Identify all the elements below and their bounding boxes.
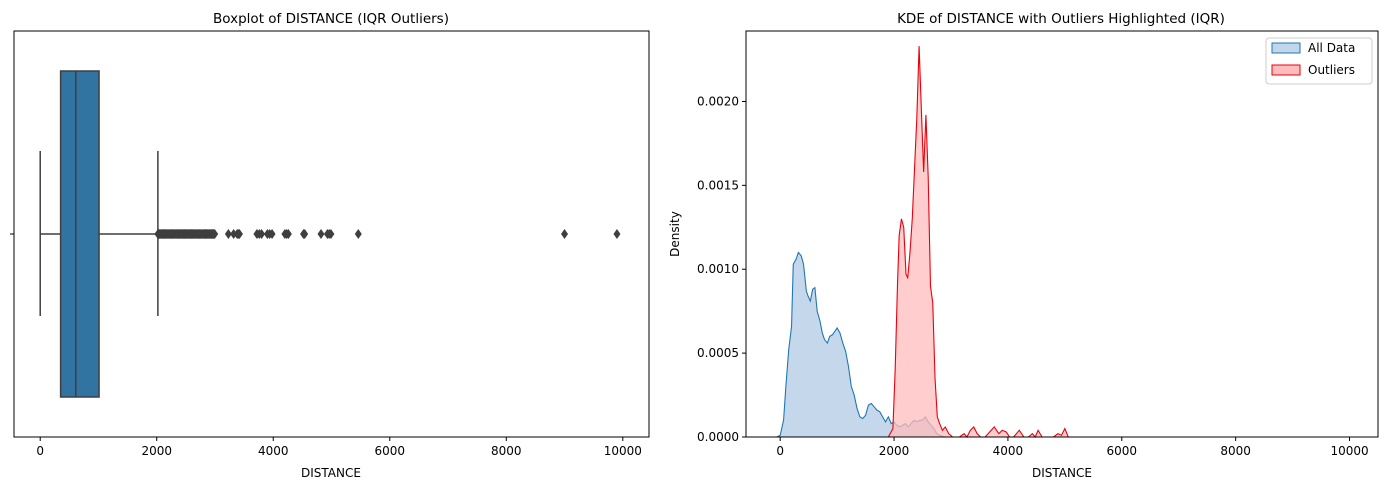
boxplot-title: Boxplot of DISTANCE (IQR Outliers) [213, 11, 449, 27]
x-tick-label: 4000 [993, 444, 1024, 458]
iqr-box [59, 70, 100, 398]
kde-title: KDE of DISTANCE with Outliers Highlighte… [897, 11, 1225, 27]
kde-x-ticks: 0 2000 4000 6000 8000 10000 [776, 437, 1369, 458]
outlier-marker [561, 229, 569, 239]
legend-label-all-data: All Data [1308, 41, 1355, 55]
outlier-marker [301, 229, 309, 239]
x-tick-label: 10000 [604, 444, 642, 458]
x-tick-label: 0 [776, 444, 784, 458]
outlier-marker [284, 229, 292, 239]
outlier-marker [327, 229, 335, 239]
kde-axes-frame [745, 30, 1379, 438]
x-tick-label: 0 [36, 444, 44, 458]
outlier-marker [224, 229, 232, 239]
y-tick-label: 0.0005 [697, 346, 739, 360]
legend-swatch-all-data [1271, 42, 1301, 54]
y-tick-label: 0.0020 [697, 94, 739, 108]
x-tick-label: 8000 [491, 444, 522, 458]
x-tick-label: 10000 [1330, 444, 1368, 458]
x-tick-label: 6000 [1107, 444, 1138, 458]
outlier-marker [235, 229, 243, 239]
x-tick-label: 8000 [1220, 444, 1251, 458]
kde-area-all-data [776, 252, 1350, 437]
boxplot-panel: Boxplot of DISTANCE (IQR Outliers) 0 2000… [10, 11, 650, 480]
boxplot-plot-area [39, 70, 621, 398]
kde-plot-area [776, 46, 1350, 439]
outlier-marker [613, 229, 621, 239]
legend-swatch-outliers [1271, 64, 1301, 76]
x-tick-label: 6000 [374, 444, 405, 458]
legend-label-outliers: Outliers [1308, 63, 1355, 77]
outlier-marker [268, 229, 276, 239]
kde-y-ticks: 0.0000 0.0005 0.0010 0.0015 0.0020 [697, 94, 746, 444]
x-tick-label: 2000 [141, 444, 172, 458]
boxplot-axes-frame [13, 30, 650, 438]
boxplot-x-axis-label: DISTANCE [301, 466, 361, 480]
kde-legend: All Data Outliers [1265, 37, 1373, 85]
x-tick-label: 2000 [879, 444, 910, 458]
outlier-marker [317, 229, 325, 239]
x-tick-label: 4000 [258, 444, 289, 458]
y-tick-label: 0.0000 [697, 430, 739, 444]
boxplot-x-ticks: 0 2000 4000 6000 8000 10000 [36, 437, 642, 458]
outlier-marker [211, 229, 219, 239]
outlier-marker [354, 229, 362, 239]
kde-area-outliers [888, 46, 1350, 437]
kde-x-axis-label: DISTANCE [1032, 466, 1092, 480]
outlier-marker [258, 229, 266, 239]
y-tick-label: 0.0015 [697, 178, 739, 192]
kde-line-outliers [887, 46, 1350, 439]
outlier-band [154, 229, 219, 239]
y-tick-label: 0.0010 [697, 262, 739, 276]
kde-y-axis-label: Density [668, 211, 682, 257]
kde-line-all-data [776, 251, 1350, 438]
kde-panel: KDE of DISTANCE with Outliers Highlighte… [668, 11, 1379, 480]
